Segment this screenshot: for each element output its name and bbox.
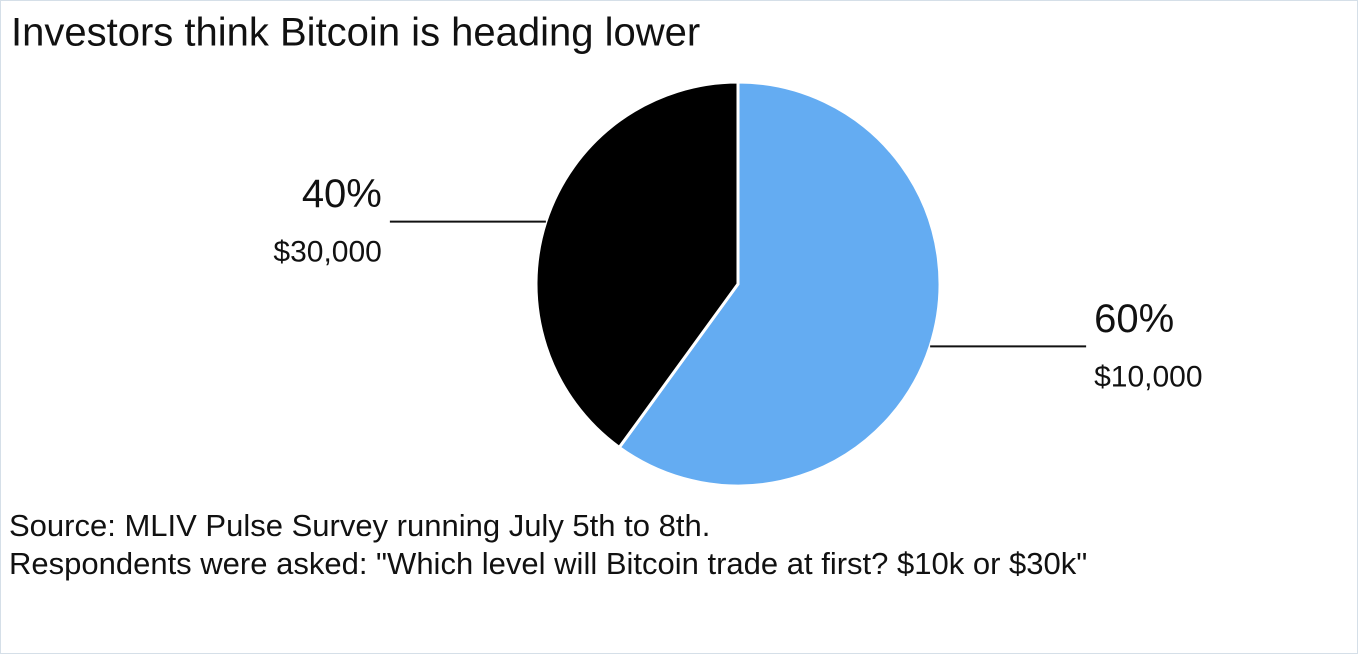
source-note: Source: MLIV Pulse Survey running July 5… — [9, 508, 711, 543]
slice-category-label: $30,000 — [273, 236, 381, 269]
slice-percent-label: 40% — [302, 172, 382, 216]
slice-category-label: $10,000 — [1094, 360, 1202, 393]
chart: Investors think Bitcoin is heading lower… — [11, 11, 1203, 488]
pie-slice — [534, 80, 740, 450]
question-note: Respondents were asked: "Which level wil… — [9, 546, 1088, 581]
slice-percent-label: 60% — [1094, 297, 1174, 341]
chart-title: Investors think Bitcoin is heading lower — [11, 11, 700, 55]
notes: Source: MLIV Pulse Survey running July 5… — [9, 507, 1354, 583]
pie-slice — [617, 80, 942, 488]
